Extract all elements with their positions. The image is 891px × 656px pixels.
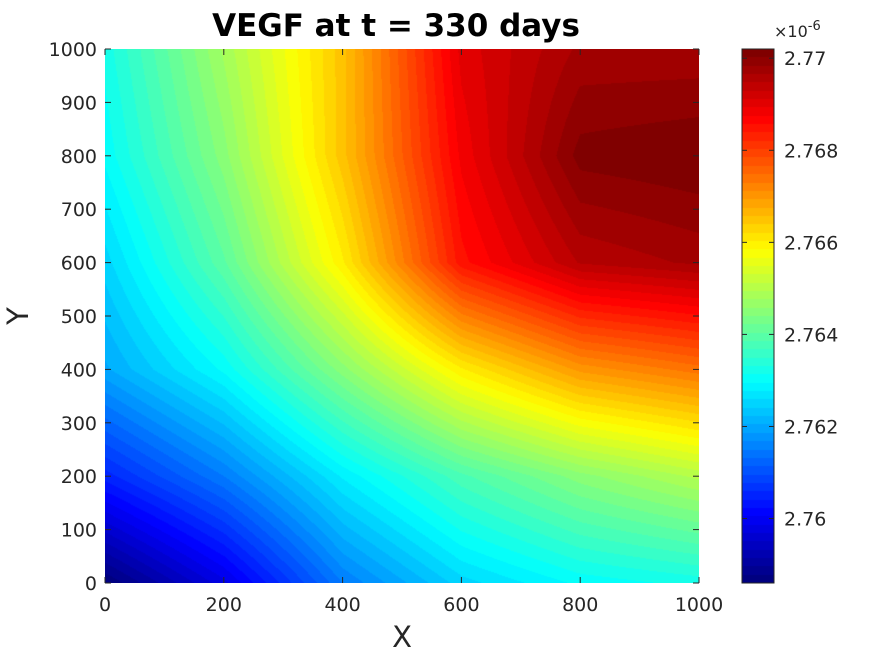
x-tick-label: 400 bbox=[324, 594, 360, 616]
y-tick-label: 500 bbox=[61, 306, 97, 328]
x-axis-ticks: 0 200 400 600 800 1000 bbox=[99, 49, 723, 616]
colorbar-tick-label: 2.764 bbox=[784, 324, 838, 346]
y-axis-label: Y bbox=[1, 307, 35, 326]
y-tick-label: 800 bbox=[61, 146, 97, 168]
y-tick-label: 600 bbox=[61, 253, 97, 275]
colorbar-ticks: 2.76 2.762 2.764 2.766 2.768 2.77 bbox=[742, 48, 838, 531]
y-tick-label: 900 bbox=[61, 92, 97, 114]
colorbar-tick-label: 2.77 bbox=[784, 48, 826, 70]
x-tick-label: 1000 bbox=[675, 594, 723, 616]
colorbar-exponent-base: ×10 bbox=[774, 22, 808, 41]
y-tick-label: 0 bbox=[85, 573, 97, 595]
colorbar-frame bbox=[741, 48, 775, 584]
x-tick-label: 0 bbox=[99, 594, 111, 616]
colorbar-tick-label: 2.766 bbox=[784, 232, 838, 254]
y-tick-label: 1000 bbox=[49, 39, 97, 61]
chart-title: VEGF at t = 330 days bbox=[212, 8, 580, 44]
y-tick-label: 700 bbox=[61, 199, 97, 221]
y-axis-ticks: 0 100 200 300 400 500 600 700 800 900 1000 bbox=[49, 39, 699, 595]
y-tick-label: 400 bbox=[61, 359, 97, 381]
colorbar-tick-label: 2.76 bbox=[784, 509, 826, 531]
colorbar: 2.76 2.762 2.764 2.766 2.768 2.77 ×10-6 bbox=[741, 19, 838, 584]
heatmap-surface bbox=[105, 49, 699, 583]
y-tick-label: 200 bbox=[61, 466, 97, 488]
colorbar-tick-label: 2.768 bbox=[784, 140, 838, 162]
y-tick-label: 300 bbox=[61, 413, 97, 435]
plot-area bbox=[105, 49, 699, 583]
colorbar-exponent-power: -6 bbox=[808, 19, 821, 34]
x-tick-label: 800 bbox=[562, 594, 598, 616]
colorbar-gradient bbox=[742, 49, 774, 583]
x-tick-label: 200 bbox=[206, 594, 242, 616]
x-axis-label: X bbox=[392, 620, 412, 654]
colorbar-tick-label: 2.762 bbox=[784, 416, 838, 438]
y-tick-label: 100 bbox=[61, 520, 97, 542]
colorbar-exponent: ×10-6 bbox=[774, 19, 821, 41]
x-tick-label: 600 bbox=[443, 594, 479, 616]
